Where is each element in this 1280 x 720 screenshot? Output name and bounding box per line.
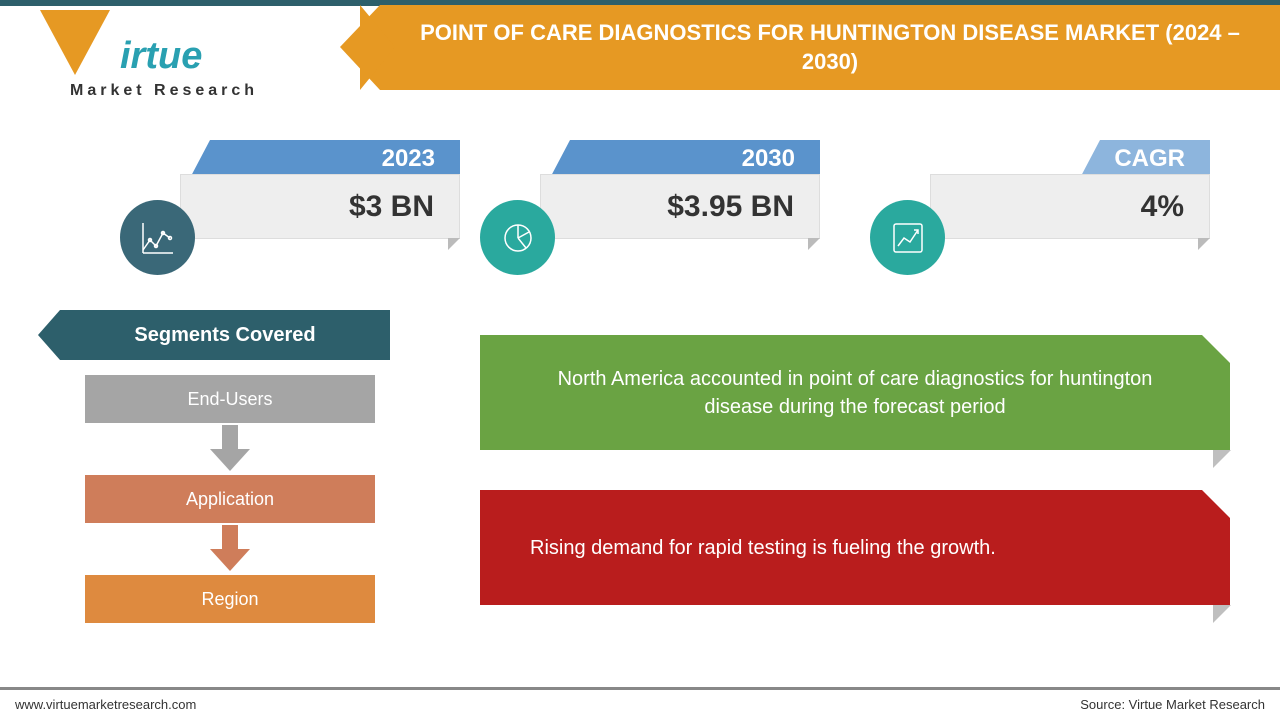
segment-label: Application — [186, 489, 274, 510]
callout-red: Rising demand for rapid testing is fueli… — [480, 490, 1230, 605]
segments-header: Segments Covered — [60, 310, 390, 360]
footer-divider — [0, 687, 1280, 690]
segment-region: Region — [85, 575, 375, 623]
logo-brand-text: irtue — [120, 35, 202, 78]
segment-end-users: End-Users — [85, 375, 375, 423]
stat-year-label: CAGR — [1114, 145, 1185, 173]
stat-value: 4% — [1141, 190, 1184, 224]
title-chevron-icon — [360, 5, 395, 90]
callout-text: North America accounted in point of care… — [530, 365, 1180, 421]
stat-value: $3.95 BN — [667, 190, 794, 224]
segment-label: Region — [201, 589, 258, 610]
callout-green: North America accounted in point of care… — [480, 335, 1230, 450]
segments-header-label: Segments Covered — [134, 324, 315, 347]
pie-chart-icon — [480, 200, 555, 275]
stat-value: $3 BN — [349, 190, 434, 224]
segment-application: Application — [85, 475, 375, 523]
callout-text: Rising demand for rapid testing is fueli… — [530, 534, 996, 562]
stat-year-label: 2030 — [742, 145, 795, 173]
title-banner: POINT OF CARE DIAGNOSTICS FOR HUNTINGTON… — [380, 5, 1280, 90]
growth-chart-icon — [870, 200, 945, 275]
page-title: POINT OF CARE DIAGNOSTICS FOR HUNTINGTON… — [380, 19, 1280, 76]
brand-logo: irtue Market Research — [30, 10, 350, 100]
footer-source: Source: Virtue Market Research — [1080, 697, 1265, 712]
footer-url: www.virtuemarketresearch.com — [15, 697, 196, 712]
logo-subtitle: Market Research — [70, 82, 258, 100]
line-chart-icon — [120, 200, 195, 275]
arrow-down-icon — [210, 425, 250, 475]
stat-year-label: 2023 — [382, 145, 435, 173]
segment-label: End-Users — [187, 389, 272, 410]
arrow-down-icon — [210, 525, 250, 575]
